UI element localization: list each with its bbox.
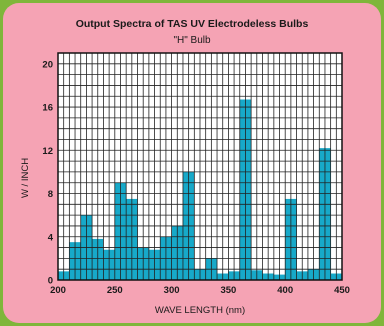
x-tick-label: 300 bbox=[164, 285, 180, 296]
y-axis-label: W / INCH bbox=[20, 158, 31, 198]
x-tick-label: 400 bbox=[277, 285, 293, 296]
plot-border bbox=[57, 52, 343, 281]
ticks-layer: 200 250 300 350 400 450 0 4 8 12 16 20 bbox=[42, 59, 350, 296]
y-tick-label: 20 bbox=[42, 59, 53, 70]
chart-title: Output Spectra of TAS UV Electrodeless B… bbox=[76, 18, 309, 30]
y-tick-label: 8 bbox=[48, 189, 53, 200]
y-tick-label: 4 bbox=[48, 232, 54, 243]
y-tick-label: 0 bbox=[48, 276, 53, 287]
chart-subtitle: "H" Bulb bbox=[173, 35, 211, 46]
x-axis-label: WAVE LENGTH (nm) bbox=[155, 305, 245, 316]
grid-layer bbox=[58, 53, 342, 280]
y-tick-label: 16 bbox=[42, 103, 53, 114]
x-tick-label: 200 bbox=[50, 285, 66, 296]
y-tick-label: 12 bbox=[42, 146, 53, 157]
x-tick-label: 250 bbox=[107, 285, 123, 296]
x-tick-label: 450 bbox=[334, 285, 350, 296]
x-tick-label: 350 bbox=[220, 285, 236, 296]
